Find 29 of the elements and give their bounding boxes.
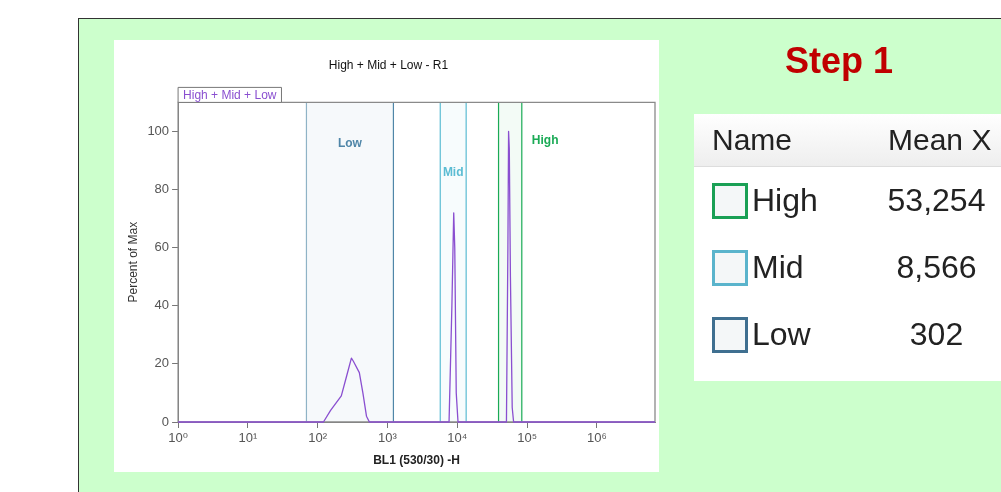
band-label: Mid — [442, 165, 464, 180]
x-tick-label: 10⁵ — [517, 430, 538, 446]
y-tick-label: 20 — [154, 355, 170, 371]
category-label: Mid — [751, 249, 805, 286]
x-tick-label: 10¹ — [238, 430, 258, 446]
x-tick-label: 10³ — [378, 430, 398, 446]
text: 53,254 — [887, 182, 986, 218]
category-label: High — [751, 182, 819, 219]
y-tick-label: 60 — [154, 239, 170, 255]
x-tick-label: 10⁶ — [586, 430, 607, 446]
x-tick-label: 10² — [308, 430, 328, 446]
y-axis-title: Percent of Max — [125, 221, 140, 303]
text: Name — [711, 123, 794, 157]
text: Step 1 — [783, 40, 894, 82]
x-tick-label: 10⁰ — [168, 430, 188, 446]
y-tick-label: 100 — [147, 123, 170, 139]
category-label: Low — [751, 316, 812, 353]
text: 8,566 — [896, 249, 977, 285]
y-tick-label: 80 — [154, 181, 170, 197]
y-tick-label: 40 — [154, 297, 170, 313]
text: 302 — [909, 316, 964, 352]
x-tick-label: 10⁴ — [447, 430, 468, 446]
text: Mean X — [888, 123, 993, 157]
text: High + Mid + Low — [183, 87, 277, 102]
x-axis-title: BL1 (530/30) -H — [373, 453, 460, 468]
y-tick-label: 0 — [161, 413, 170, 429]
chart-title: High + Mid + Low - R1 — [328, 57, 449, 72]
band-label: Low — [337, 136, 363, 151]
band-label: High — [531, 133, 559, 148]
